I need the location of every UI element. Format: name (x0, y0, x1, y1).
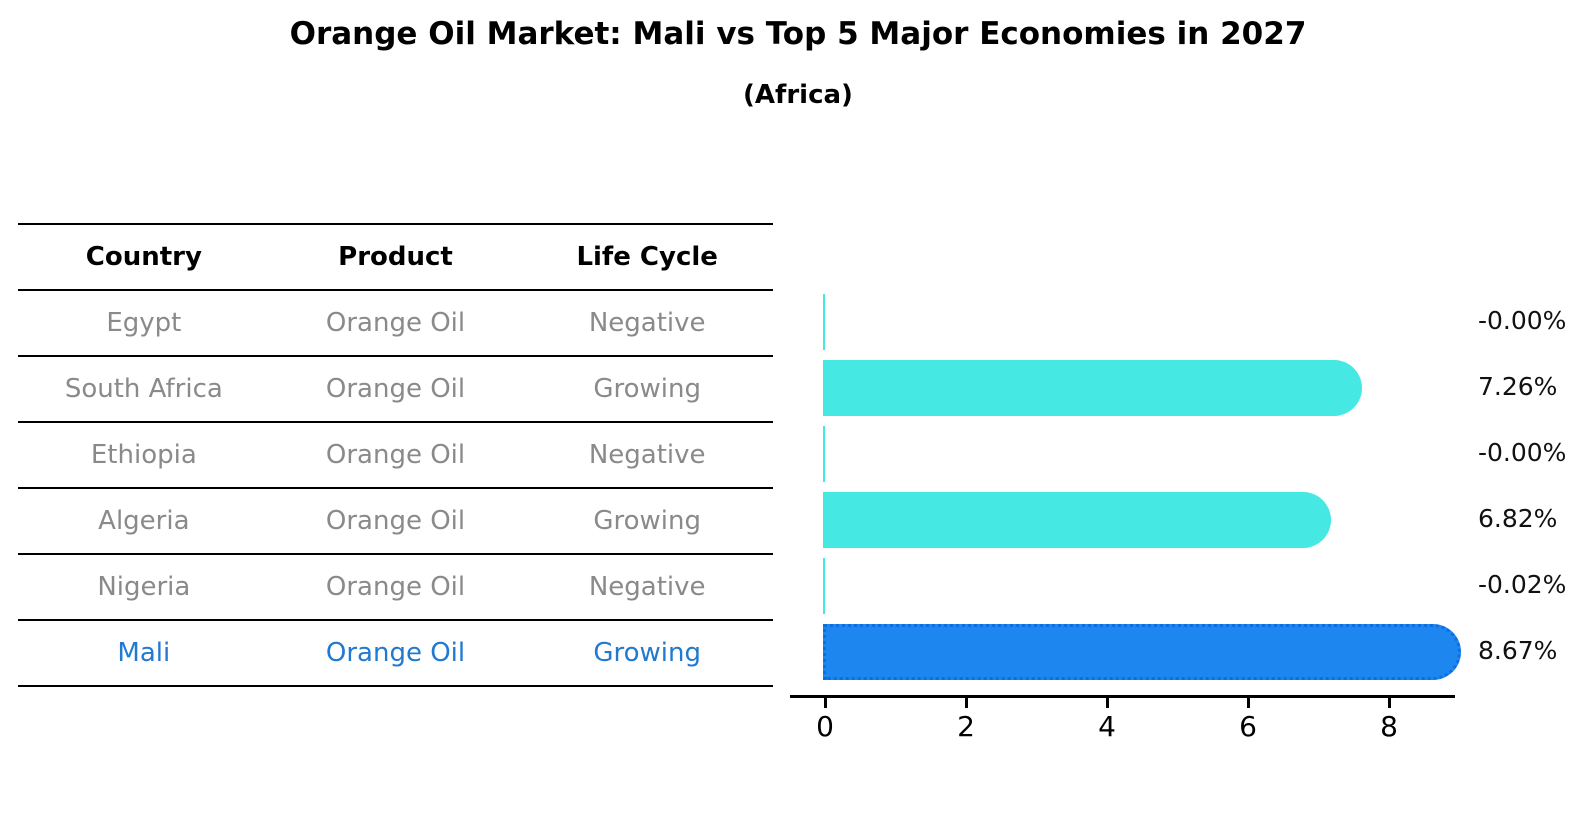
x-axis-line (790, 695, 1455, 698)
cell-country: Nigeria (97, 572, 191, 602)
cell-country: Egypt (106, 308, 182, 338)
value-label-egypt: -0.00% (1478, 306, 1567, 335)
table-row-mali: Mali Orange Oil Growing (18, 621, 773, 687)
cell-product: Orange Oil (325, 638, 466, 668)
cell-life-cycle: Growing (593, 374, 701, 404)
cell-life-cycle: Negative (588, 440, 706, 470)
table-row-ethiopia: Ethiopia Orange Oil Negative (18, 423, 773, 489)
table-body: Egypt Orange Oil Negative South Africa Orang… (18, 291, 773, 687)
bar-egypt (823, 294, 825, 350)
x-tick-label-8: 8 (1380, 710, 1398, 743)
chart-title: Orange Oil Market: Mali vs Top 5 Major E… (289, 16, 1307, 52)
table-row-south-africa: South Africa Orange Oil Growing (18, 357, 773, 423)
cell-life-cycle: Growing (593, 506, 701, 536)
x-tick-mark-8 (1388, 698, 1391, 708)
x-tick-label-6: 6 (1239, 710, 1257, 743)
table-row-egypt: Egypt Orange Oil Negative (18, 291, 773, 357)
x-tick-label-0: 0 (816, 710, 834, 743)
column-header-life-cycle: Life Cycle (576, 242, 718, 272)
bar-mali (823, 624, 1462, 680)
cell-country: Ethiopia (90, 440, 197, 470)
bar-algeria (823, 492, 1331, 548)
cell-product: Orange Oil (325, 374, 466, 404)
column-header-product: Product (338, 242, 453, 272)
x-tick-mark-4 (1106, 698, 1109, 708)
cell-product: Orange Oil (325, 308, 466, 338)
cell-life-cycle: Negative (588, 308, 706, 338)
x-tick-mark-6 (1247, 698, 1250, 708)
x-tick-label-4: 4 (1098, 710, 1116, 743)
cell-country: South Africa (64, 374, 223, 404)
cell-product: Orange Oil (325, 506, 466, 536)
cell-life-cycle: Negative (588, 572, 706, 602)
value-label-nigeria: -0.02% (1478, 570, 1567, 599)
x-tick-mark-0 (824, 698, 827, 708)
x-tick-mark-2 (965, 698, 968, 708)
value-label-ethiopia: -0.00% (1478, 438, 1567, 467)
cell-country: Mali (117, 638, 171, 668)
column-header-country: Country (85, 242, 202, 272)
bar-nigeria (823, 558, 825, 614)
cell-product: Orange Oil (325, 440, 466, 470)
table-header-row: Country Product Life Cycle (18, 225, 773, 291)
table-row-nigeria: Nigeria Orange Oil Negative (18, 555, 773, 621)
chart-subtitle: (Africa) (743, 80, 853, 110)
country-table: Country Product Life Cycle Egypt Orange O… (18, 223, 773, 687)
value-label-algeria: 6.82% (1478, 504, 1558, 533)
bar-south-africa (823, 360, 1362, 416)
x-tick-label-2: 2 (957, 710, 975, 743)
value-label-mali: 8.67% (1478, 636, 1558, 665)
cell-country: Algeria (98, 506, 190, 536)
table-row-algeria: Algeria Orange Oil Growing (18, 489, 773, 555)
value-label-south-africa: 7.26% (1478, 372, 1558, 401)
cell-product: Orange Oil (325, 572, 466, 602)
bar-ethiopia (823, 426, 825, 482)
cell-life-cycle: Growing (593, 638, 701, 668)
